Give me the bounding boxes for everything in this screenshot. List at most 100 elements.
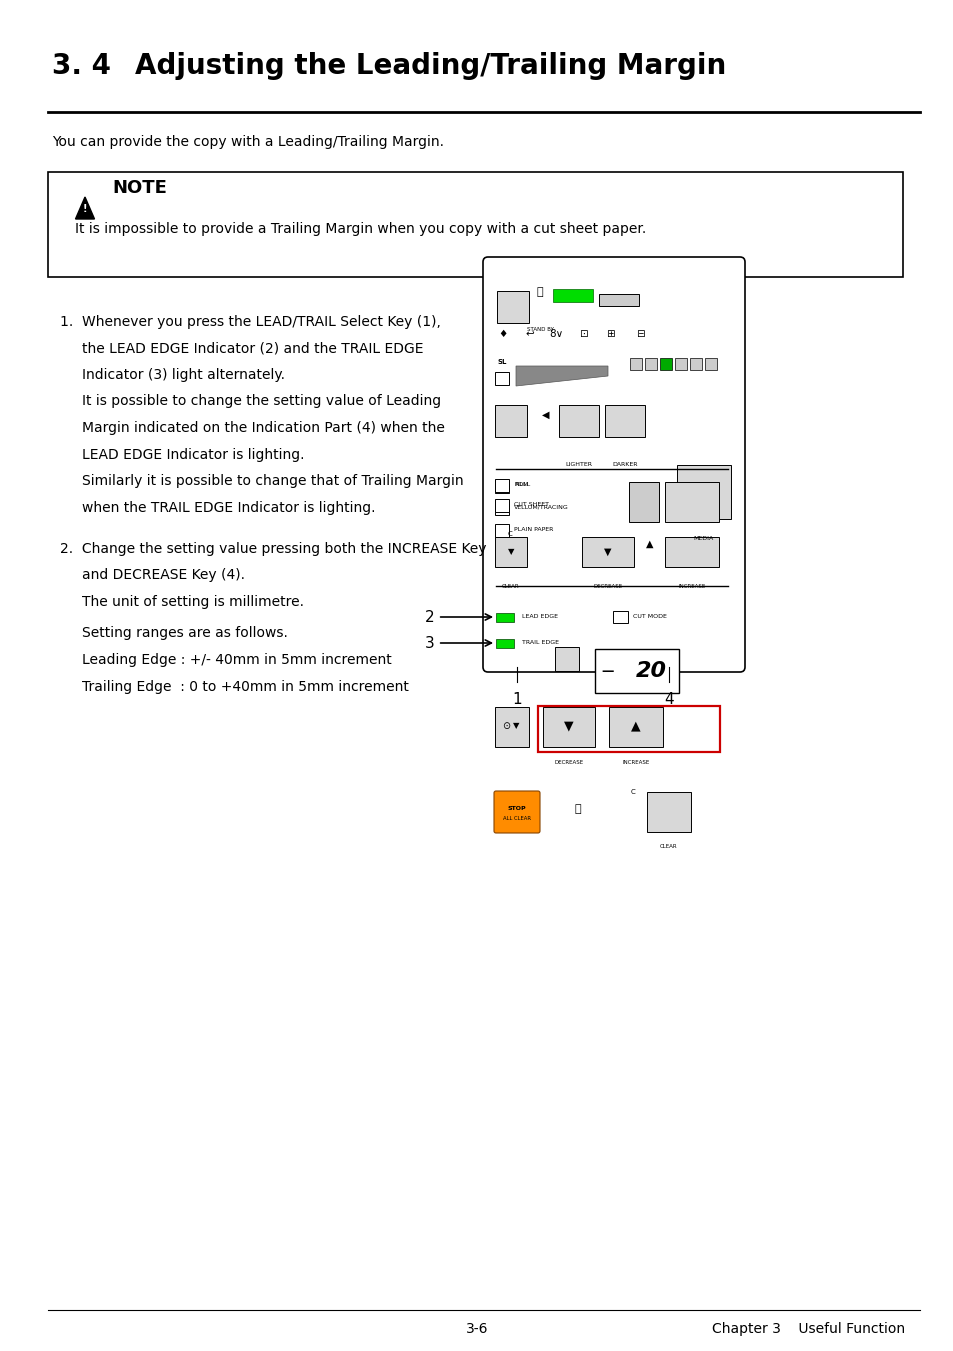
FancyBboxPatch shape xyxy=(542,707,595,747)
Text: CLEAR: CLEAR xyxy=(659,844,677,850)
Text: 3. 4: 3. 4 xyxy=(52,51,111,80)
Text: LEAD EDGE: LEAD EDGE xyxy=(521,615,558,620)
Bar xyxy=(689,358,701,370)
FancyBboxPatch shape xyxy=(558,405,598,436)
Text: 20: 20 xyxy=(635,661,666,681)
Bar xyxy=(496,639,514,648)
FancyBboxPatch shape xyxy=(495,372,509,385)
Text: Setting ranges are as follows.: Setting ranges are as follows. xyxy=(82,627,288,640)
Text: C: C xyxy=(507,531,512,536)
Text: ⏻: ⏻ xyxy=(537,286,543,297)
Text: TRAIL EDGE: TRAIL EDGE xyxy=(521,640,558,646)
Text: 3: 3 xyxy=(425,635,491,650)
FancyBboxPatch shape xyxy=(495,536,526,567)
FancyBboxPatch shape xyxy=(495,499,509,512)
Text: ▲: ▲ xyxy=(645,539,653,549)
Text: 2.  Change the setting value pressing both the INCREASE Key: 2. Change the setting value pressing bot… xyxy=(60,542,486,557)
FancyBboxPatch shape xyxy=(495,405,526,436)
Bar xyxy=(659,358,671,370)
FancyBboxPatch shape xyxy=(613,611,627,623)
Text: Chapter 3    Useful Function: Chapter 3 Useful Function xyxy=(711,1323,904,1336)
FancyBboxPatch shape xyxy=(604,405,644,436)
FancyBboxPatch shape xyxy=(646,792,690,832)
Text: ▼: ▼ xyxy=(563,720,573,732)
Text: !: ! xyxy=(83,204,87,213)
Text: It is possible to change the setting value of Leading: It is possible to change the setting val… xyxy=(82,394,440,408)
Text: The unit of setting is millimetre.: The unit of setting is millimetre. xyxy=(82,594,304,609)
Text: Leading Edge : +/- 40mm in 5mm increment: Leading Edge : +/- 40mm in 5mm increment xyxy=(82,653,392,667)
Text: STOP: STOP xyxy=(507,807,526,812)
Text: You can provide the copy with a Leading/Trailing Margin.: You can provide the copy with a Leading/… xyxy=(52,135,443,149)
Text: Trailing Edge  : 0 to +40mm in 5mm increment: Trailing Edge : 0 to +40mm in 5mm increm… xyxy=(82,680,409,693)
FancyBboxPatch shape xyxy=(664,482,719,521)
Text: 8∨: 8∨ xyxy=(548,330,562,339)
Text: —: — xyxy=(601,665,614,677)
Text: NOTE: NOTE xyxy=(112,178,167,197)
Text: ♦: ♦ xyxy=(497,330,507,339)
FancyBboxPatch shape xyxy=(608,707,662,747)
Text: LEAD EDGE Indicator is lighting.: LEAD EDGE Indicator is lighting. xyxy=(82,447,304,462)
Text: ⊞: ⊞ xyxy=(605,330,614,339)
Bar xyxy=(675,358,686,370)
FancyBboxPatch shape xyxy=(495,480,509,492)
Text: 3-6: 3-6 xyxy=(465,1323,488,1336)
Text: Margin indicated on the Indication Part (4) when the: Margin indicated on the Indication Part … xyxy=(82,422,444,435)
Text: FILM: FILM xyxy=(514,482,528,488)
FancyBboxPatch shape xyxy=(495,503,509,515)
Polygon shape xyxy=(516,366,607,386)
FancyBboxPatch shape xyxy=(495,524,509,536)
Text: CLEAR: CLEAR xyxy=(501,584,519,589)
Text: ↩: ↩ xyxy=(525,330,534,339)
Text: 2: 2 xyxy=(425,609,491,624)
Text: 1: 1 xyxy=(512,692,521,707)
Text: 🔒: 🔒 xyxy=(574,804,580,815)
Text: the LEAD EDGE Indicator (2) and the TRAIL EDGE: the LEAD EDGE Indicator (2) and the TRAI… xyxy=(82,342,423,355)
Text: PLAIN PAPER: PLAIN PAPER xyxy=(514,527,553,531)
Text: INCREASE: INCREASE xyxy=(621,759,649,765)
Text: when the TRAIL EDGE Indicator is lighting.: when the TRAIL EDGE Indicator is lightin… xyxy=(82,500,375,515)
Text: ▼: ▼ xyxy=(603,547,611,557)
Text: ROLL: ROLL xyxy=(514,481,530,486)
Text: VELLUM/TRACING: VELLUM/TRACING xyxy=(514,504,568,509)
Bar xyxy=(496,613,514,621)
Text: SL: SL xyxy=(497,359,507,365)
FancyBboxPatch shape xyxy=(598,295,639,305)
Text: ▲: ▲ xyxy=(631,720,640,732)
Bar xyxy=(704,358,717,370)
FancyBboxPatch shape xyxy=(497,290,529,323)
FancyBboxPatch shape xyxy=(48,172,902,277)
Text: DECREASE: DECREASE xyxy=(593,584,622,589)
Text: CUT SHEET: CUT SHEET xyxy=(514,501,548,507)
Text: ◀: ◀ xyxy=(541,409,549,420)
FancyBboxPatch shape xyxy=(482,257,744,671)
Polygon shape xyxy=(75,197,94,219)
Text: 4: 4 xyxy=(663,692,673,707)
Text: DECREASE: DECREASE xyxy=(554,759,583,765)
Text: ▼: ▼ xyxy=(507,547,514,557)
FancyBboxPatch shape xyxy=(677,465,730,519)
FancyBboxPatch shape xyxy=(595,648,679,693)
Text: DARKER: DARKER xyxy=(612,462,638,467)
Text: Similarly it is possible to change that of Trailing Margin: Similarly it is possible to change that … xyxy=(82,474,463,488)
Bar xyxy=(537,707,720,753)
Text: ⊙: ⊙ xyxy=(501,721,510,731)
FancyBboxPatch shape xyxy=(664,536,719,567)
Text: MEDIA: MEDIA xyxy=(693,535,714,540)
FancyBboxPatch shape xyxy=(628,482,659,521)
Text: CUT MODE: CUT MODE xyxy=(633,615,666,620)
Text: It is impossible to provide a Trailing Margin when you copy with a cut sheet pap: It is impossible to provide a Trailing M… xyxy=(75,222,645,236)
Text: Adjusting the Leading/Trailing Margin: Adjusting the Leading/Trailing Margin xyxy=(135,51,725,80)
Text: STAND BY: STAND BY xyxy=(526,327,553,331)
Text: ⊡: ⊡ xyxy=(578,330,587,339)
Bar xyxy=(629,358,641,370)
Text: C: C xyxy=(630,789,635,794)
Text: LIGHTER: LIGHTER xyxy=(565,462,592,467)
Bar xyxy=(644,358,657,370)
Text: Indicator (3) light alternately.: Indicator (3) light alternately. xyxy=(82,367,285,382)
Text: INCREASE: INCREASE xyxy=(678,584,705,589)
FancyBboxPatch shape xyxy=(494,790,539,834)
Text: and DECREASE Key (4).: and DECREASE Key (4). xyxy=(82,569,245,582)
FancyBboxPatch shape xyxy=(495,480,509,493)
FancyBboxPatch shape xyxy=(495,707,529,747)
Text: ⊟: ⊟ xyxy=(635,330,643,339)
